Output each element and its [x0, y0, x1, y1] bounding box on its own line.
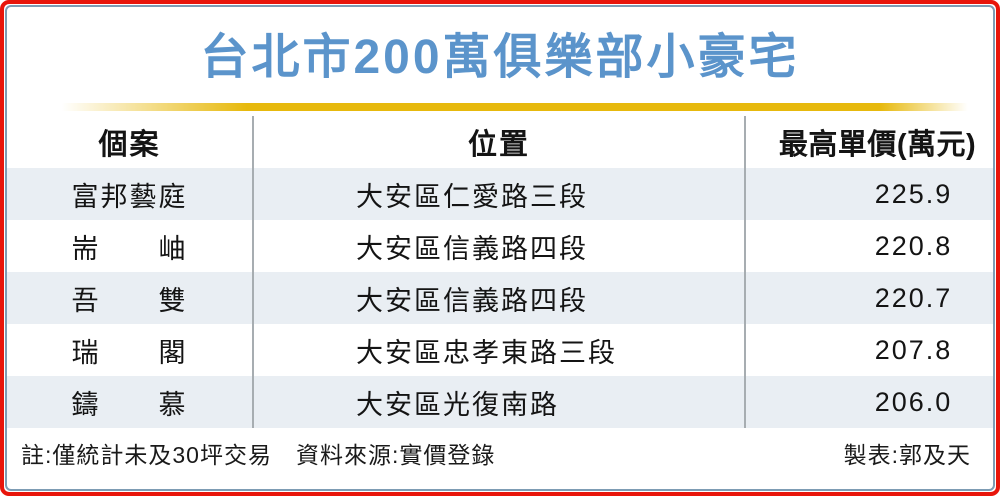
table-row: 鑄 慕 大安區光復南路 206.0 [7, 376, 993, 429]
price-table: 個案 位置 最高單價(萬元) 富邦藝庭 大安區仁愛路三段 225.9 耑 岫 大… [7, 116, 993, 429]
cell-location: 大安區信義路四段 [254, 220, 746, 273]
cell-project-name: 瑞 閣 [7, 324, 254, 377]
page-title: 台北市200萬俱樂部小豪宅 [200, 31, 800, 84]
table-row: 耑 岫 大安區信義路四段 220.8 [7, 220, 993, 273]
news-clipping-inner: 台北市200萬俱樂部小豪宅 個案 位置 最高單價(萬元) 富邦藝庭 大安區仁愛路… [5, 5, 995, 491]
footer: 註:僅統計未及30坪交易 資料來源:實價登錄 製表:郭及天 [7, 428, 993, 478]
cell-price: 207.8 [874, 334, 953, 365]
cell-location: 大安區信義路四段 [254, 272, 746, 325]
cell-location: 大安區仁愛路三段 [254, 168, 746, 221]
cell-price: 225.9 [874, 178, 953, 209]
table-row: 瑞 閣 大安區忠孝東路三段 207.8 [7, 324, 993, 377]
header-cell-price: 最高單價(萬元) [778, 129, 977, 162]
cell-project-name: 富邦藝庭 [7, 168, 254, 221]
cell-location: 大安區忠孝東路三段 [254, 324, 746, 377]
cell-project-name: 鑄 慕 [7, 376, 254, 429]
table-row: 吾 雙 大安區信義路四段 220.7 [7, 272, 993, 325]
header-cell-location: 位置 [254, 116, 746, 169]
footer-credit: 製表:郭及天 [843, 442, 971, 469]
footer-note: 註:僅統計未及30坪交易 資料來源:實價登錄 [21, 442, 496, 469]
table-row: 富邦藝庭 大安區仁愛路三段 225.9 [7, 168, 993, 221]
cell-price: 220.7 [874, 282, 953, 313]
cell-location: 大安區光復南路 [254, 376, 746, 429]
table-header-row: 個案 位置 最高單價(萬元) [7, 116, 993, 169]
title-underline-rule [13, 103, 987, 112]
cell-project-name: 耑 岫 [7, 220, 254, 273]
cell-price: 206.0 [874, 386, 953, 417]
header-cell-project: 個案 [7, 116, 254, 169]
cell-project-name: 吾 雙 [7, 272, 254, 325]
cell-price: 220.8 [874, 230, 953, 261]
